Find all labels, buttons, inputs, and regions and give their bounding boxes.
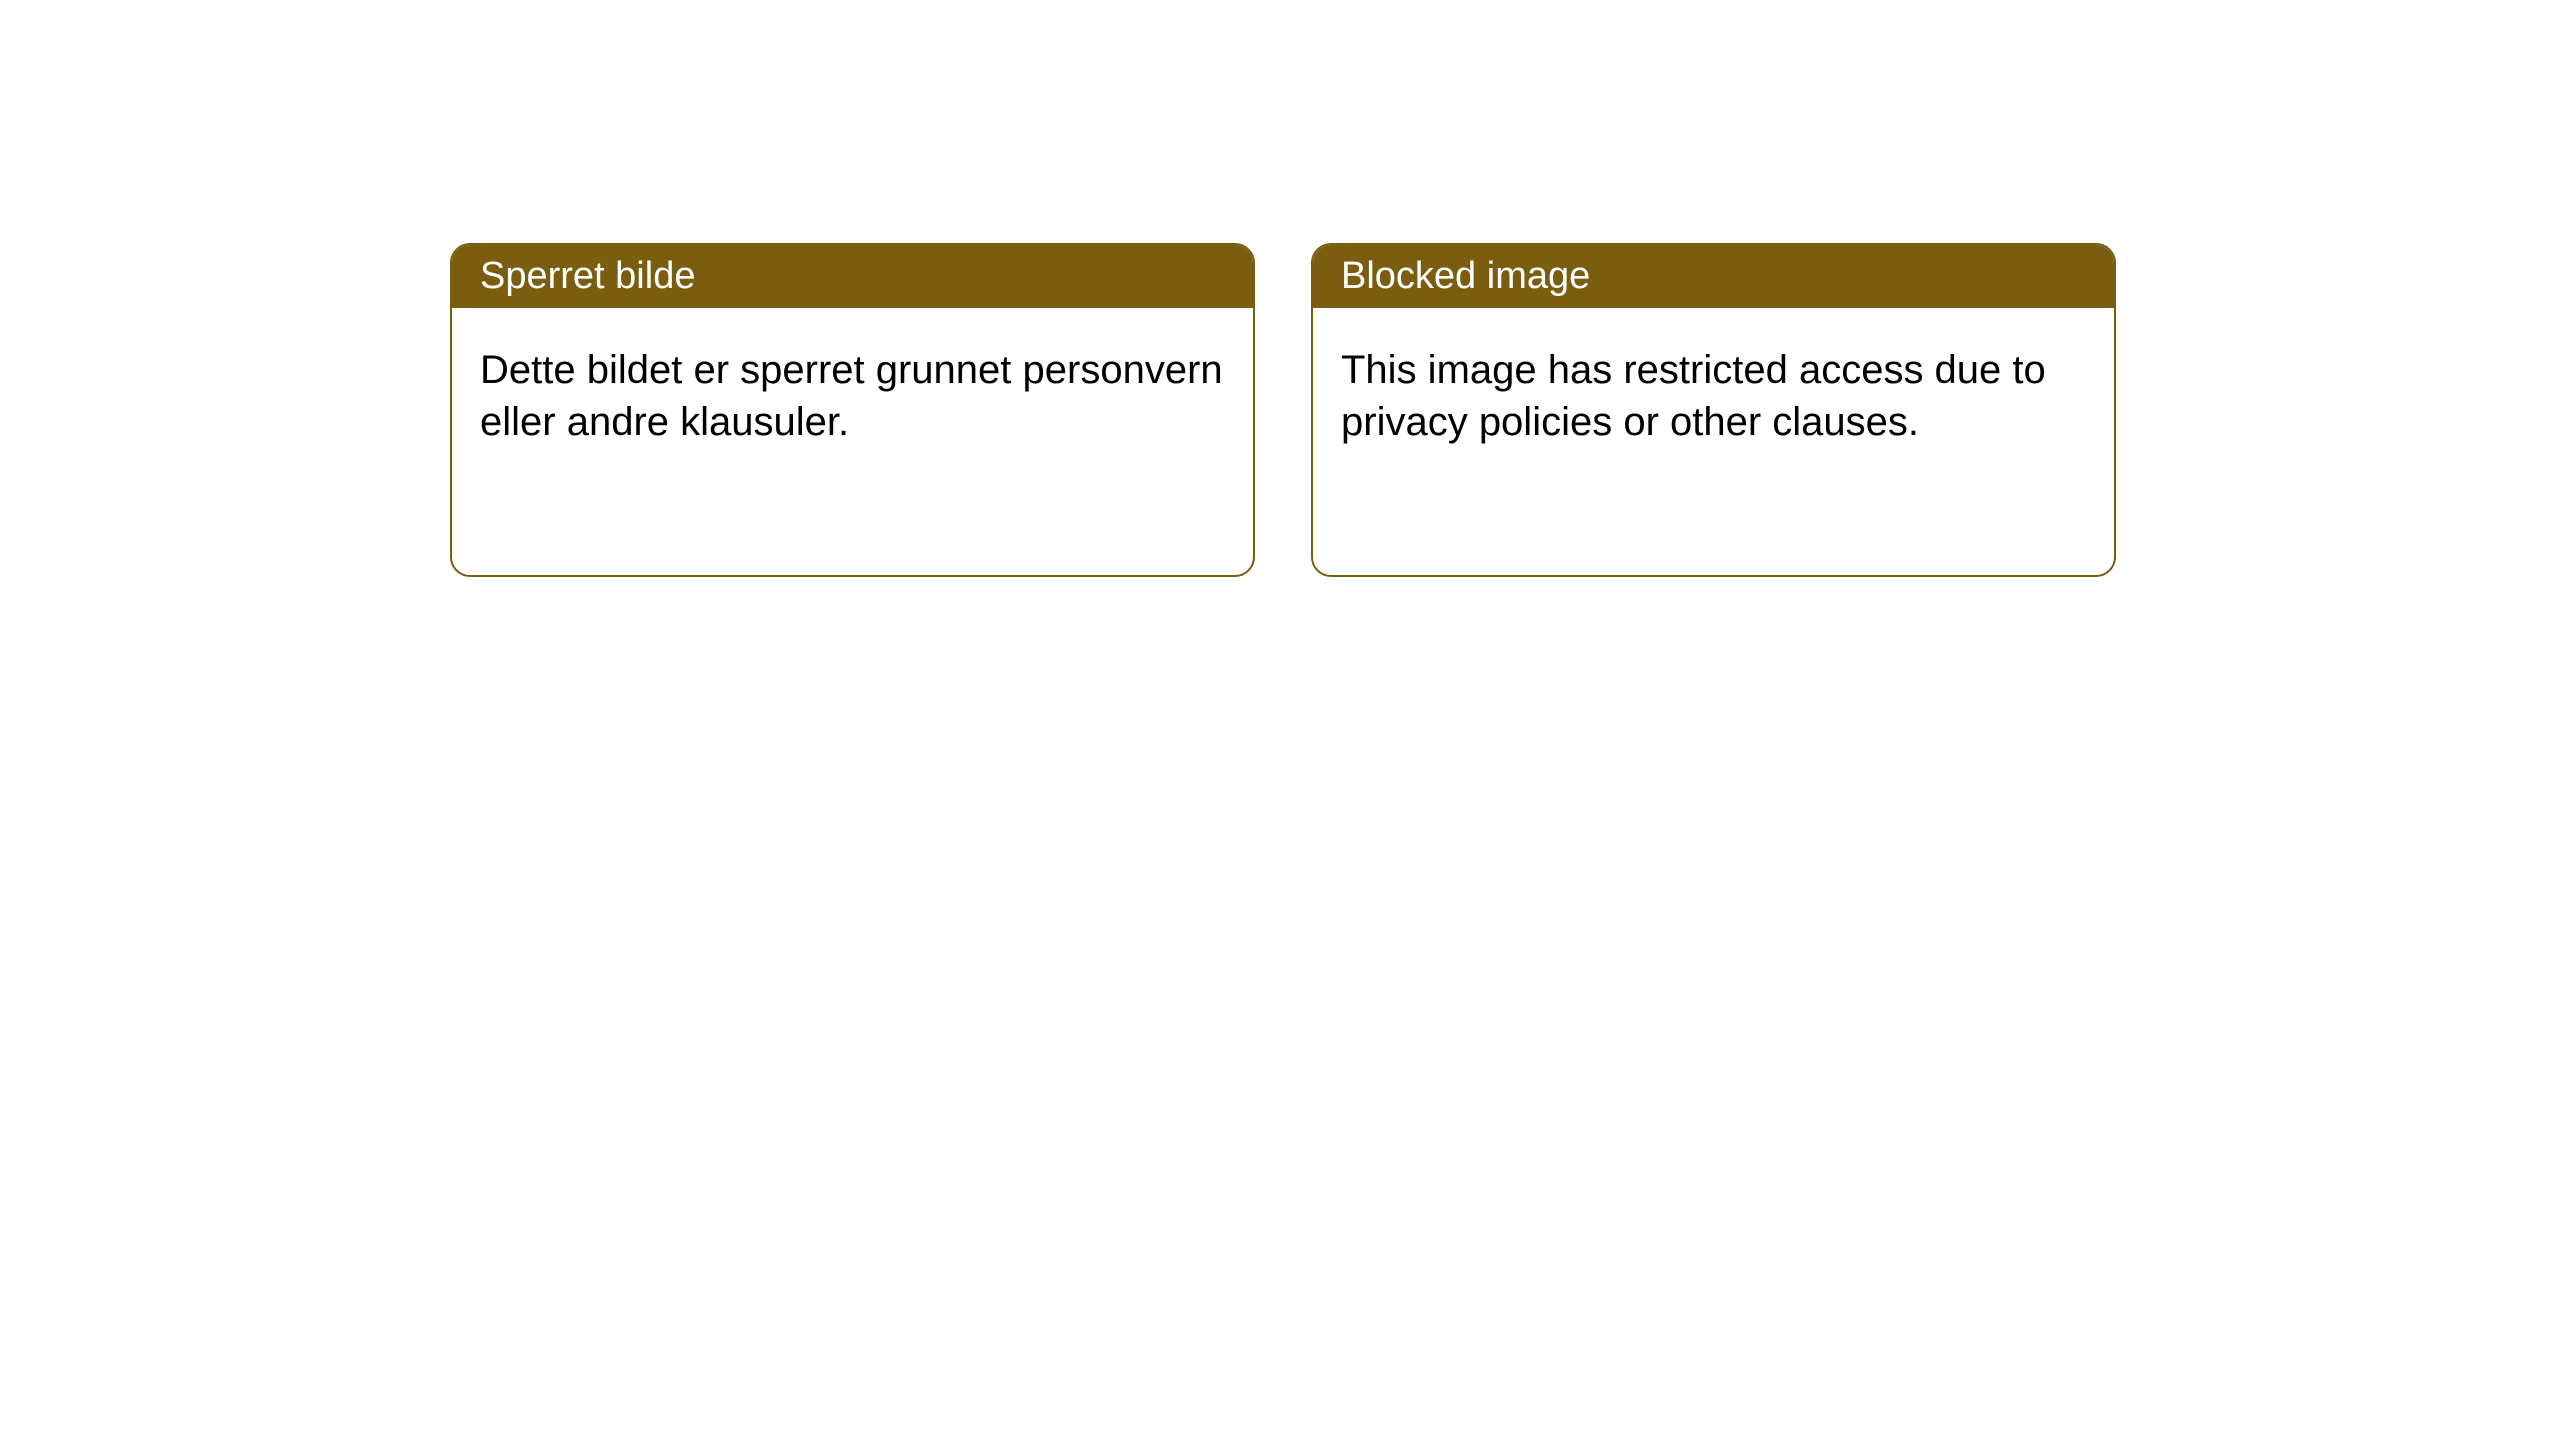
- notice-body: Dette bildet er sperret grunnet personve…: [452, 308, 1253, 484]
- notice-title: Sperret bilde: [452, 245, 1253, 308]
- notice-card-english: Blocked image This image has restricted …: [1311, 243, 2116, 577]
- notice-card-norwegian: Sperret bilde Dette bildet er sperret gr…: [450, 243, 1255, 577]
- notice-title: Blocked image: [1313, 245, 2114, 308]
- notice-container: Sperret bilde Dette bildet er sperret gr…: [0, 0, 2560, 577]
- notice-body: This image has restricted access due to …: [1313, 308, 2114, 484]
